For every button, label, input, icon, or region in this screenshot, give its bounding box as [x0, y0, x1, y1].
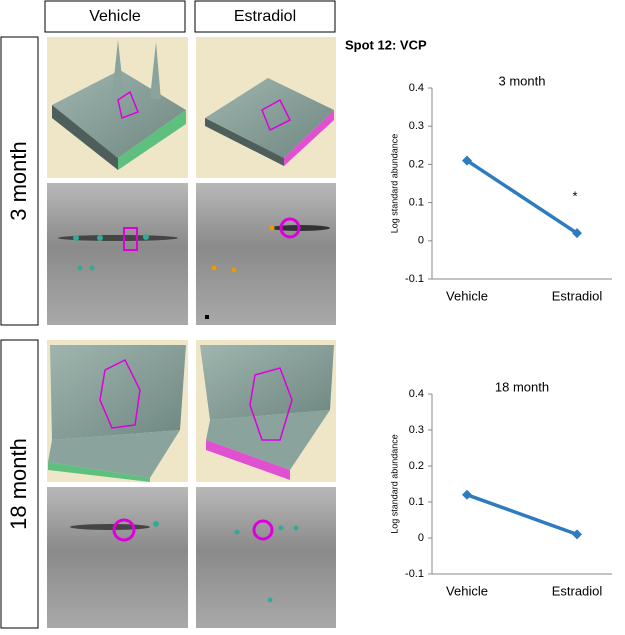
header-box [44, 0, 186, 33]
x-tick-label: Vehicle [446, 583, 488, 598]
annotation: * [572, 189, 577, 204]
surface-image [47, 340, 188, 482]
y-tick-label: 0.3 [409, 120, 424, 132]
y-tick-label: 0.2 [409, 158, 424, 170]
row-box [0, 339, 39, 629]
chart-title: 18 month [495, 379, 549, 394]
y-tick-label: 0 [418, 235, 424, 247]
spot-title: Spot 12: VCP [345, 37, 427, 52]
row-label: 3 month [6, 141, 31, 221]
y-axis-label: Log standard abundance [389, 134, 399, 234]
y-tick-label: 0.1 [409, 496, 424, 508]
x-tick-label: Estradiol [552, 583, 603, 598]
data-point [462, 155, 472, 166]
y-tick-label: 0.4 [409, 82, 424, 94]
y-tick-label: -0.1 [405, 273, 424, 285]
surface-image [47, 37, 188, 178]
header-box [194, 0, 336, 33]
gel-image [196, 183, 336, 325]
gel-image [47, 183, 188, 325]
y-tick-label: 0.2 [409, 460, 424, 472]
y-tick-label: 0.3 [409, 424, 424, 436]
row-box [0, 36, 39, 326]
row-label: 18 month [6, 438, 31, 530]
data-line [466, 159, 578, 235]
data-point [462, 489, 472, 500]
y-tick-label: -0.1 [405, 568, 424, 580]
chart-title: 3 month [499, 73, 546, 88]
x-tick-label: Vehicle [446, 288, 488, 303]
data-line [466, 493, 578, 537]
surface-image [196, 340, 336, 482]
gel-image [196, 487, 336, 628]
y-tick-label: 0 [418, 532, 424, 544]
gel-image [47, 487, 188, 628]
column-header: Estradiol [234, 8, 296, 25]
y-axis-label: Log standard abundance [389, 434, 399, 534]
column-header: Vehicle [89, 8, 141, 25]
x-tick-label: Estradiol [552, 288, 603, 303]
data-point [572, 228, 582, 239]
data-point [572, 529, 582, 540]
surface-image [196, 37, 336, 178]
y-tick-label: 0.1 [409, 197, 424, 209]
y-tick-label: 0.4 [409, 388, 424, 400]
